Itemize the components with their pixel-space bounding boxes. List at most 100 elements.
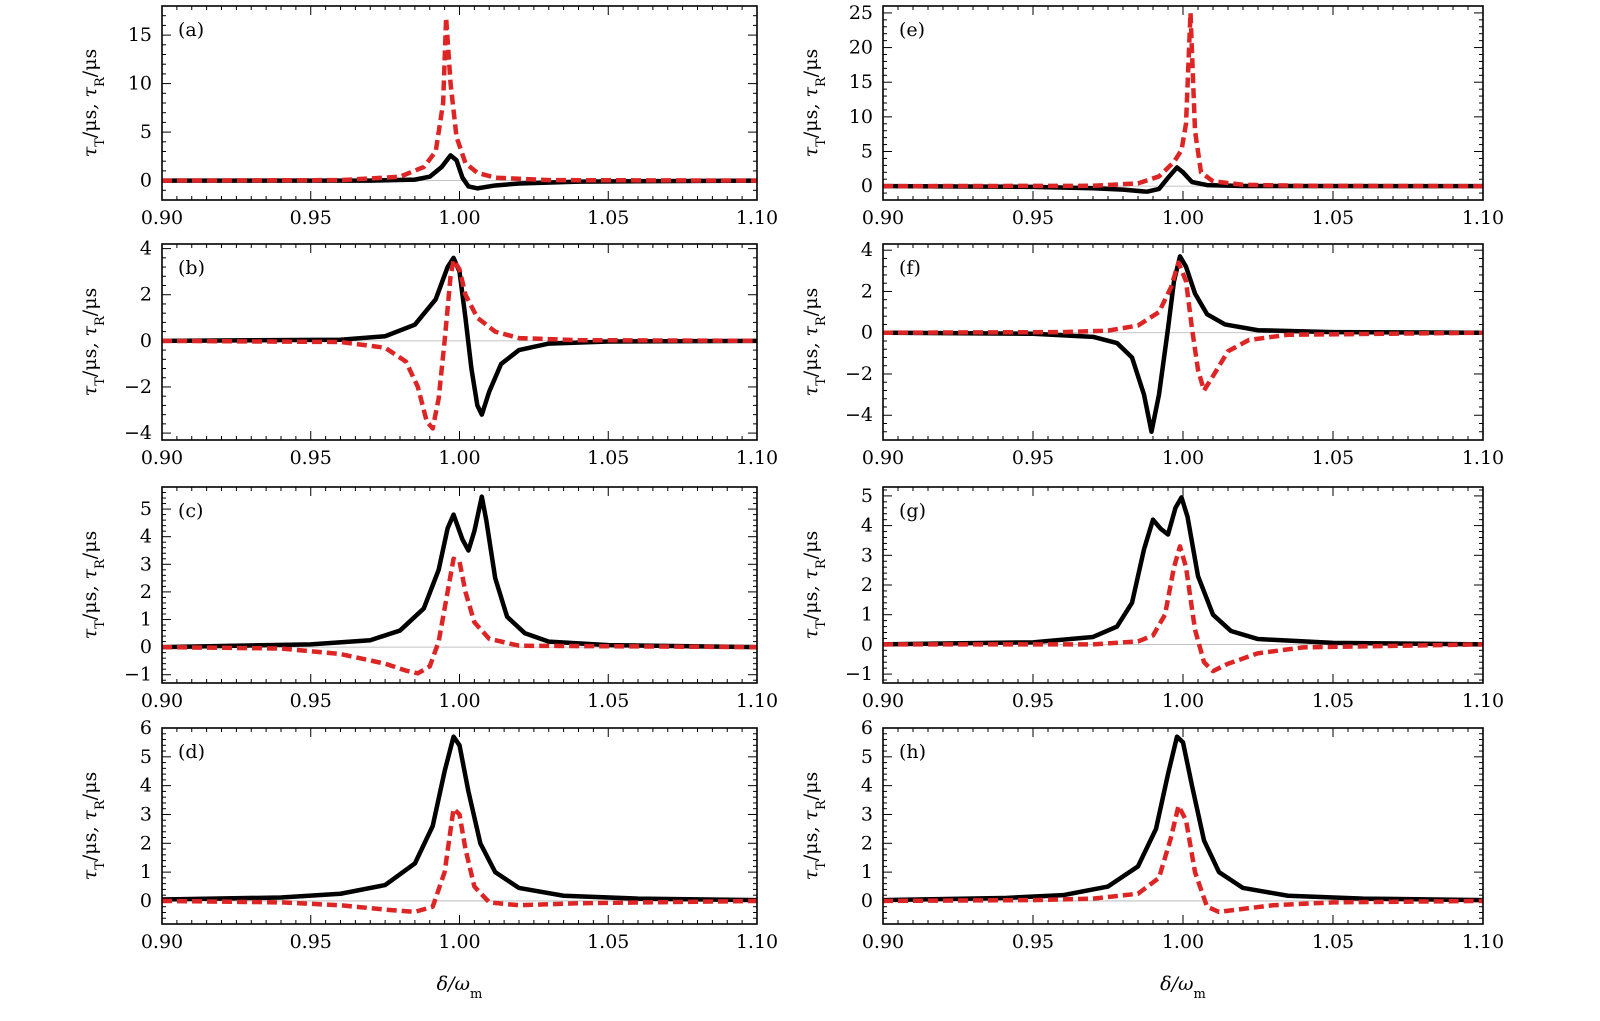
y-axis-label: τT/μs, τR/μs: [800, 531, 829, 640]
x-tick-label: 1.00: [1162, 931, 1204, 953]
plot-frame: [161, 727, 758, 925]
y-tick-label: 0: [140, 170, 152, 192]
x-tick-label: 1.05: [587, 690, 629, 712]
y-tick-label: 5: [861, 141, 873, 163]
y-tick-label: 5: [861, 485, 873, 507]
panel-a: 0.90 0.95 1.00 1.05 1.10 0 5 10 15 (a) τT/μs, τR/μ…: [79, 5, 778, 229]
panel-h: 0.90 0.95 1.00 1.05 1.10 0 1 2 3 4 5 6 (h) τT/μs, τR/…: [800, 717, 1504, 1002]
y-tick-label: 20: [849, 37, 873, 59]
x-tick-label: 1.10: [1462, 207, 1504, 229]
series-line-tau-r-c: [162, 556, 757, 676]
y-tick-label: 4: [861, 239, 873, 261]
y-tick-label: 0: [861, 322, 873, 344]
panel-label: (g): [899, 500, 926, 522]
x-tick-label: 1.10: [736, 931, 778, 953]
y-tick-label: 1: [861, 861, 873, 883]
x-tick-label: 1.10: [1462, 447, 1504, 469]
plot-frame: [161, 243, 758, 441]
y-tick-label: 4: [861, 775, 873, 797]
panel-label: (d): [178, 741, 205, 763]
panel-label: (b): [178, 257, 205, 279]
y-tick-label: 5: [140, 121, 152, 143]
y-tick-label: 5: [140, 746, 152, 768]
plot-frame: [882, 727, 1484, 925]
y-tick-label: −2: [845, 363, 873, 385]
series-line-tau-r-e: [883, 10, 1483, 189]
panel-g: 0.90 0.95 1.00 1.05 1.10 −1 0 1 2 3 4 5 (g) τT/μs, τR…: [800, 485, 1504, 712]
x-tick-label: 1.10: [1462, 931, 1504, 953]
y-tick-label: −4: [124, 422, 152, 444]
x-tick-label: 0.95: [1012, 207, 1054, 229]
y-tick-label: 3: [861, 803, 873, 825]
plot-frame: [882, 5, 1484, 201]
y-axis-label: τT/μs, τR/μs: [800, 288, 829, 397]
x-tick-label: 0.95: [290, 931, 332, 953]
series-line-tau-t-e: [883, 165, 1483, 194]
y-tick-label: 4: [140, 238, 152, 260]
x-tick-label: 1.05: [1312, 690, 1354, 712]
x-tick-label: 1.05: [1312, 931, 1354, 953]
plot-frame: [882, 486, 1484, 684]
x-tick-label: 0.90: [141, 207, 183, 229]
x-tick-label: 1.05: [587, 207, 629, 229]
x-tick-label: 1.00: [1162, 207, 1204, 229]
x-tick-label: 0.95: [1012, 690, 1054, 712]
plot-frame: [882, 243, 1484, 441]
x-tick-label: 0.95: [290, 690, 332, 712]
y-axis-label: τT/μs, τR/μs: [800, 772, 829, 881]
series-line-tau-t-h: [883, 734, 1483, 903]
x-tick-label: 0.90: [862, 690, 904, 712]
x-axis-label: δ/ωm: [1160, 973, 1206, 1002]
y-tick-label: 0: [140, 890, 152, 912]
series-line-tau-r-f: [883, 260, 1483, 393]
x-axis-label: δ/ωm: [437, 973, 483, 1002]
x-tick-label: 0.90: [141, 931, 183, 953]
x-tick-label: 1.05: [587, 447, 629, 469]
x-tick-label: 1.00: [438, 690, 480, 712]
y-tick-label: 25: [849, 2, 873, 24]
x-tick-label: 1.00: [438, 207, 480, 229]
series-line-tau-t-g: [883, 495, 1483, 647]
x-tick-label: 0.90: [862, 931, 904, 953]
series-line-tau-t-d: [162, 734, 757, 903]
y-tick-label: 15: [849, 71, 873, 93]
y-tick-label: 2: [861, 280, 873, 302]
panel-label: (c): [178, 500, 203, 522]
y-tick-label: 2: [140, 581, 152, 603]
y-tick-label: 4: [140, 775, 152, 797]
y-axis-label: τT/μs, τR/μs: [79, 49, 108, 158]
panel-label: (a): [178, 19, 204, 41]
y-tick-label: 0: [140, 330, 152, 352]
panel-f: 0.90 0.95 1.00 1.05 1.10 −4 −2 0 2 4 (f) τT/μs, τR/…: [800, 239, 1504, 469]
y-tick-label: 0: [140, 636, 152, 658]
y-tick-label: 2: [140, 284, 152, 306]
y-tick-label: 6: [140, 717, 152, 739]
y-tick-label: 1: [140, 861, 152, 883]
x-tick-label: 0.90: [862, 207, 904, 229]
y-tick-label: 0: [861, 175, 873, 197]
y-tick-label: 5: [140, 498, 152, 520]
panel-c: 0.90 0.95 1.00 1.05 1.10 −1 0 1 2 3 4 5 (c) τT/μs, τR…: [79, 486, 778, 712]
x-tick-label: 1.10: [1462, 690, 1504, 712]
series-line-tau-r-g: [883, 544, 1483, 674]
y-tick-label: 3: [140, 553, 152, 575]
y-tick-label: 3: [140, 803, 152, 825]
series-line-tau-t-f: [883, 254, 1483, 434]
x-tick-label: 1.00: [1162, 690, 1204, 712]
y-tick-label: 2: [140, 832, 152, 854]
x-tick-label: 1.10: [736, 447, 778, 469]
series-line-tau-r-h: [883, 803, 1483, 915]
y-tick-label: −4: [845, 404, 873, 426]
y-tick-label: 1: [861, 604, 873, 626]
panel-d: 0.90 0.95 1.00 1.05 1.10 0 1 2 3 4 5 6 (d) τT/μs, τR/…: [79, 717, 778, 1002]
plot-frame: [161, 5, 758, 201]
x-tick-label: 1.00: [1162, 447, 1204, 469]
series-line-tau-r-d: [162, 806, 757, 915]
y-tick-label: 2: [861, 832, 873, 854]
y-tick-label: 6: [861, 717, 873, 739]
panel-label: (h): [899, 741, 926, 763]
y-tick-label: 4: [861, 515, 873, 537]
series-line-tau-t-a: [162, 153, 757, 191]
y-tick-label: −1: [124, 664, 152, 686]
